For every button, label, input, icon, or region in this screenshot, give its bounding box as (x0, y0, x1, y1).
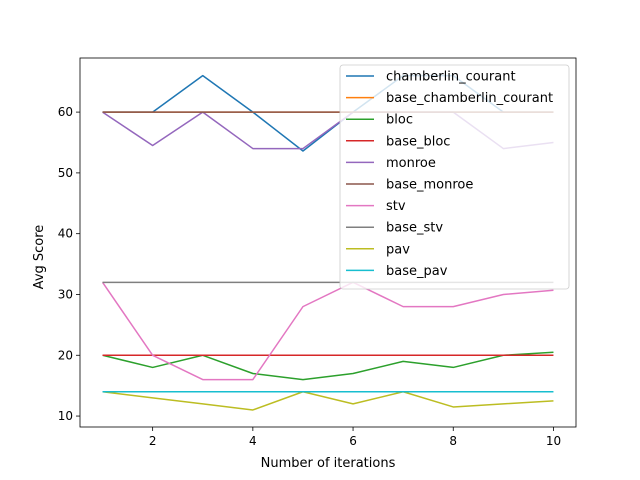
axes-layer: 2 4 6 8 10 10 20 30 40 50 60 (58, 57, 577, 448)
y-axis-label: Avg Score (32, 225, 47, 290)
legend-label-chamberlin-courant: chamberlin_courant (386, 70, 516, 85)
y-tick-label: 40 (58, 227, 73, 241)
y-tick-label: 50 (58, 166, 73, 180)
x-tick-label: 6 (349, 434, 357, 448)
y-tick-label: 30 (58, 287, 73, 301)
legend-label-bloc: bloc (386, 113, 413, 128)
legend-box (339, 64, 570, 290)
legend-label-monroe: monroe (386, 156, 436, 171)
legend: chamberlin_courant base_chamberlin_couran… (339, 64, 570, 290)
series-line-pav (102, 390, 554, 411)
legend-label-stv: stv (386, 199, 406, 214)
legend-label-base-pav: base_pav (386, 264, 448, 279)
x-tick-label: 8 (449, 434, 457, 448)
plot-frame (79, 57, 577, 428)
series-line-bloc (102, 351, 554, 381)
x-axis-label: Number of iterations (261, 456, 396, 471)
legend-label-base-stv: base_stv (386, 221, 443, 236)
x-tick-label: 4 (249, 434, 257, 448)
x-tick-label: 2 (149, 434, 157, 448)
legend-label-base-monroe: base_monroe (386, 178, 473, 193)
legend-label-base-bloc: base_bloc (386, 134, 450, 149)
y-tick-label: 60 (58, 105, 73, 119)
x-tick-label: 10 (546, 434, 561, 448)
legend-label-pav: pav (386, 242, 410, 257)
series-line-stv (101, 281, 554, 381)
legend-label-base-chamberlin-courant: base_chamberlin_courant (386, 91, 553, 106)
lines-layer (101, 74, 554, 411)
y-tick-label: 20 (58, 348, 73, 362)
y-tick-label: 10 (58, 409, 73, 423)
